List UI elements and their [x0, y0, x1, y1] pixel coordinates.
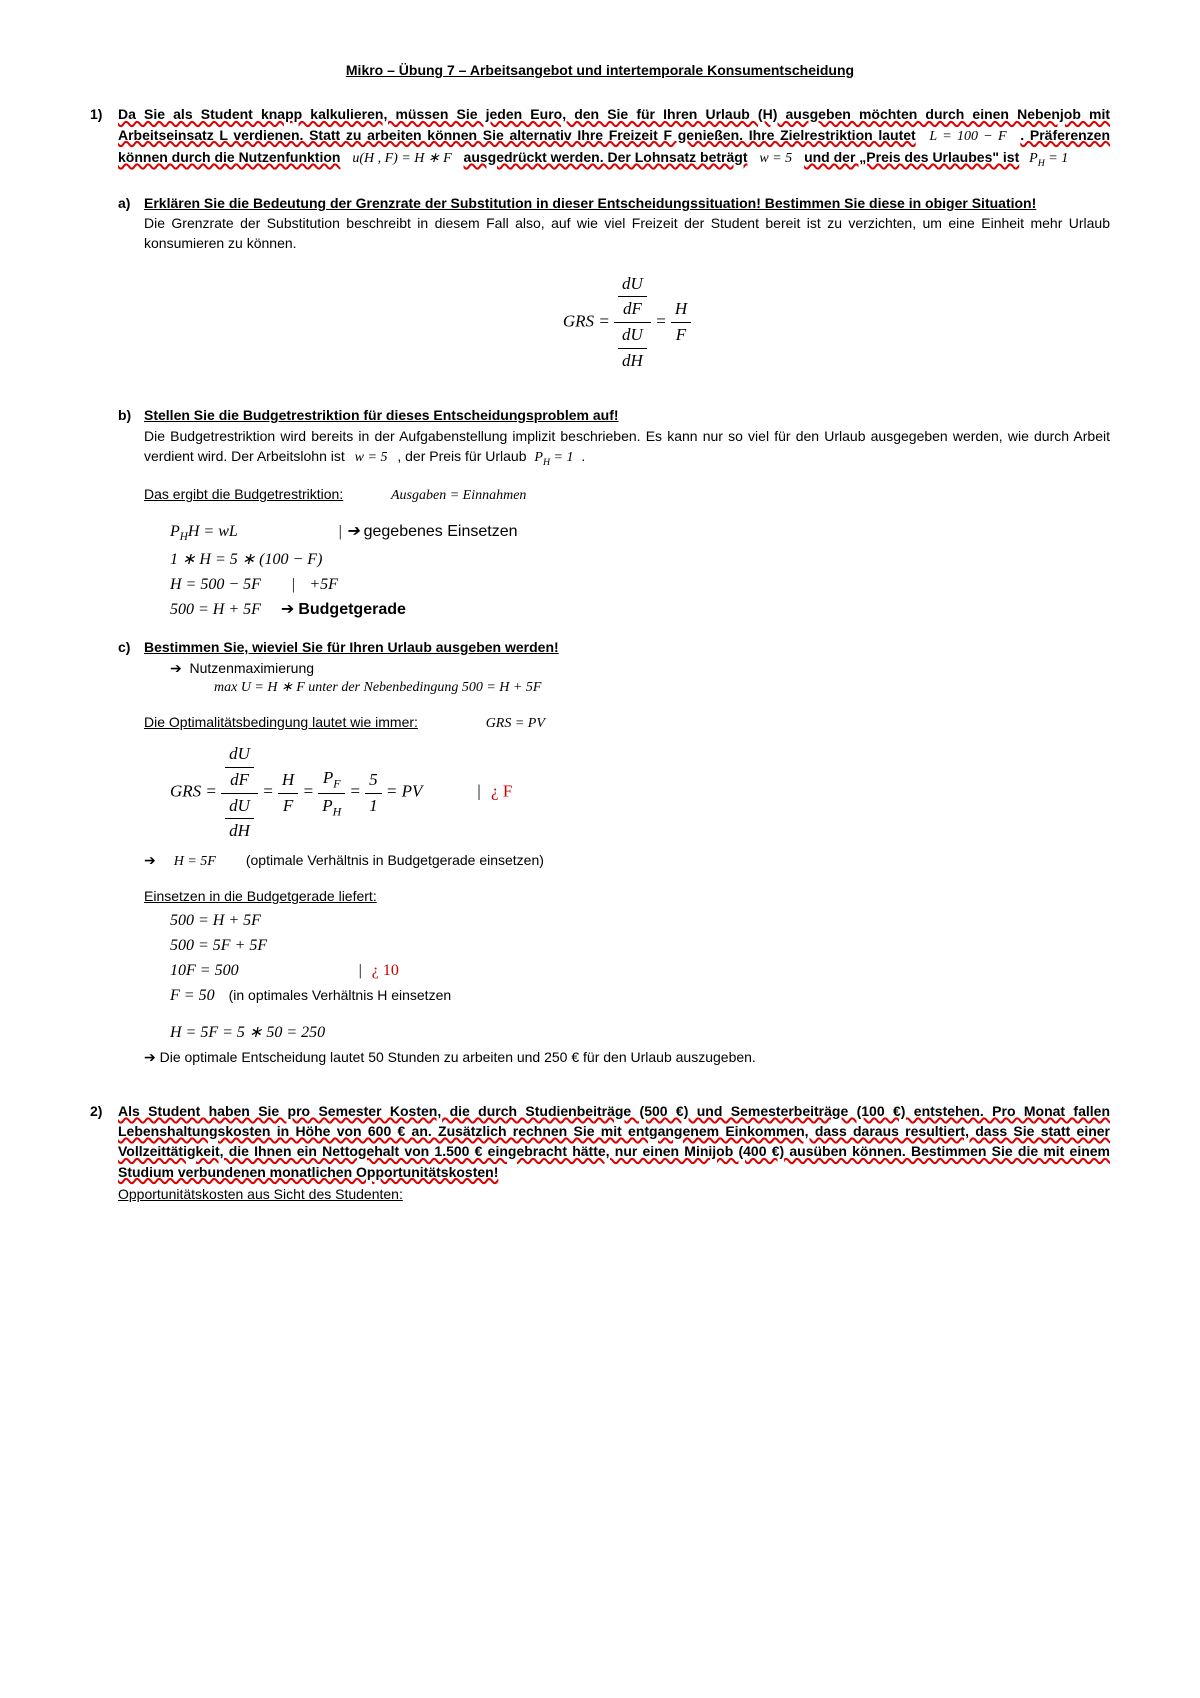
q1b-answer: Die Budgetrestriktion wird bereits in de…	[144, 426, 1110, 470]
q1a-letter: a)	[118, 193, 144, 391]
q1c-bullet1: ➔ Nutzenmaximierung	[170, 658, 1110, 678]
q1c-letter: c)	[118, 637, 144, 1067]
q1-math-3: w = 5	[751, 151, 800, 166]
q1c-e5: H = 5F = 5 ∗ 50 = 250	[170, 1021, 1110, 1044]
q1c-conclusion: ➔ Die optimale Entscheidung lautet 50 St…	[144, 1047, 1110, 1067]
q1c-e4: F = 50(in optimales Verhältnis H einsetz…	[170, 984, 1110, 1007]
q1b-equations: PHH = wL| ➔ gegebenes Einsetzen 1 ∗ H = …	[144, 520, 1110, 621]
q1-number: 1)	[90, 104, 118, 1067]
q1c-e1: 500 = H + 5F	[170, 909, 1110, 932]
q1-intro-p4: und der „Preis des Urlaubes" ist	[804, 149, 1019, 165]
q1c-opt-line: Die Optimalitätsbedingung lautet wie imm…	[144, 712, 1110, 734]
q1a-body: Erklären Sie die Bedeutung der Grenzrate…	[144, 193, 1110, 391]
q1-math-1: L = 100 − F	[921, 129, 1014, 144]
q1-body: Da Sie als Student knapp kalkulieren, mü…	[118, 104, 1110, 1067]
q1-math-4: PH = 1	[1023, 151, 1074, 166]
q1a-answer: Die Grenzrate der Substitution beschreib…	[144, 213, 1110, 254]
q1c-einsetzen: Einsetzen in die Budgetgerade liefert:	[144, 886, 1110, 906]
q1a: a) Erklären Sie die Bedeutung der Grenzr…	[118, 193, 1110, 391]
q1c-prompt: Bestimmen Sie, wieviel Sie für Ihren Url…	[144, 637, 1110, 657]
q1-math-2: u(H , F) = H ∗ F	[344, 151, 459, 166]
q2-answer: Opportunitätskosten aus Sicht des Studen…	[118, 1184, 1110, 1204]
q1b-prompt: Stellen Sie die Budgetrestriktion für di…	[144, 405, 1110, 425]
q1b-body: Stellen Sie die Budgetrestriktion für di…	[144, 405, 1110, 623]
q1c-grs-eq: GRS = dUdF dUdH = HF = PFPH = 51 = PV |¿…	[170, 742, 1110, 844]
q1a-prompt: Erklären Sie die Bedeutung der Grenzrate…	[144, 193, 1110, 213]
q1c-arrow1: ➔H = 5F(optimale Verhältnis in Budgetger…	[144, 850, 1110, 872]
question-1: 1) Da Sie als Student knapp kalkulieren,…	[90, 104, 1110, 1067]
q1c: c) Bestimmen Sie, wieviel Sie für Ihren …	[118, 637, 1110, 1067]
q1c-body: Bestimmen Sie, wieviel Sie für Ihren Url…	[144, 637, 1110, 1067]
q1a-equation: GRS = dUdF dUdH = HF	[144, 272, 1110, 374]
q1b: b) Stellen Sie die Budgetrestriktion für…	[118, 405, 1110, 623]
q1c-e2: 500 = 5F + 5F	[170, 934, 1110, 957]
q1b-letter: b)	[118, 405, 144, 623]
q1b-budget-line: Das ergibt die Budgetrestriktion: Ausgab…	[144, 484, 1110, 506]
page-title: Mikro – Übung 7 – Arbeitsangebot und int…	[90, 60, 1110, 80]
q1c-maxline: max U = H ∗ F unter der Nebenbedingung 5…	[214, 678, 1110, 698]
q1c-e3: 10F = 500|¿ 10	[170, 959, 1110, 982]
question-2: 2) Als Student haben Sie pro Semester Ko…	[90, 1101, 1110, 1204]
q2-body: Als Student haben Sie pro Semester Koste…	[118, 1101, 1110, 1204]
q1-intro-p3: ausgedrückt werden. Der Lohnsatz beträgt	[464, 149, 748, 165]
q2-text: Als Student haben Sie pro Semester Koste…	[118, 1103, 1110, 1180]
q2-number: 2)	[90, 1101, 118, 1204]
